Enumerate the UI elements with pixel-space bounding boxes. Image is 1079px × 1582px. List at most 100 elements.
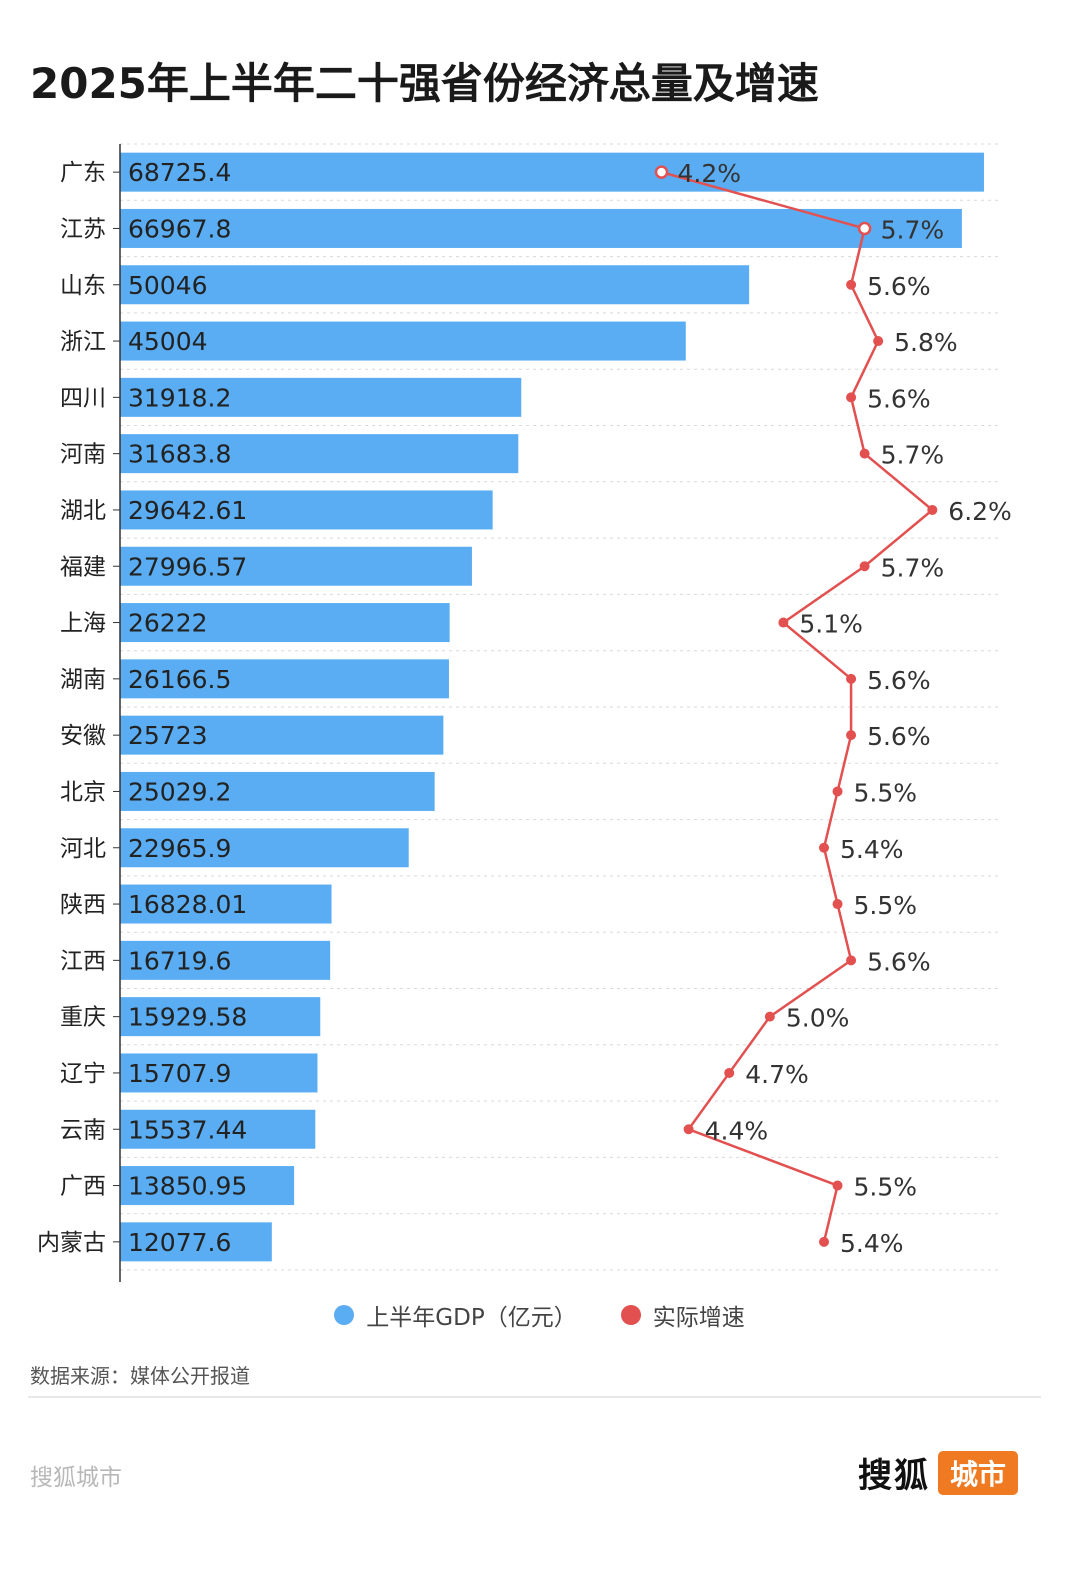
bar xyxy=(120,490,493,530)
growth-value-label: 5.6% xyxy=(867,666,931,695)
bar-value-label: 15929.58 xyxy=(128,1003,247,1032)
y-tick-label: 福建 xyxy=(60,554,106,580)
growth-point xyxy=(857,221,872,236)
growth-value-label: 4.4% xyxy=(705,1116,769,1145)
bar xyxy=(120,1109,316,1149)
bar-value-label: 29642.61 xyxy=(128,496,247,525)
growth-value-label: 5.8% xyxy=(894,328,958,357)
bar-value-label: 15707.9 xyxy=(128,1059,231,1088)
footer-divider xyxy=(28,1396,1041,1398)
bar xyxy=(120,884,332,924)
bar xyxy=(120,1166,295,1206)
bar-value-label: 26166.5 xyxy=(128,665,231,694)
bar-value-label: 45004 xyxy=(128,327,208,356)
growth-point xyxy=(927,504,938,515)
y-tick-label: 广西 xyxy=(60,1174,106,1200)
growth-value-label: 5.5% xyxy=(854,891,918,920)
y-tick-label: 陕西 xyxy=(60,892,106,918)
bar-value-label: 26222 xyxy=(128,609,208,638)
bar xyxy=(120,546,472,586)
bar-value-label: 27996.57 xyxy=(128,552,247,581)
y-tick-label: 重庆 xyxy=(60,1005,106,1031)
bar xyxy=(120,997,321,1037)
growth-point xyxy=(832,899,843,910)
y-tick-label: 内蒙古 xyxy=(37,1230,106,1256)
growth-value-label: 5.4% xyxy=(840,835,904,864)
legend-swatch-growth xyxy=(620,1305,641,1325)
growth-point xyxy=(832,1180,843,1191)
y-tick-label: 浙江 xyxy=(60,329,106,355)
y-tick-label: 河北 xyxy=(60,836,106,862)
growth-point xyxy=(846,279,857,290)
bar xyxy=(120,771,435,811)
bar-value-label: 68725.4 xyxy=(128,158,231,187)
legend-item-gdp[interactable]: 上半年GDP（亿元） xyxy=(334,1298,577,1332)
growth-value-label: 5.7% xyxy=(881,441,945,470)
legend-label-growth: 实际增速 xyxy=(652,1305,745,1331)
growth-value-label: 6.2% xyxy=(948,497,1012,526)
growth-point xyxy=(819,842,829,853)
bar-value-label: 22965.9 xyxy=(128,834,231,863)
bar xyxy=(120,603,450,643)
logo-tag: 城市 xyxy=(938,1450,1019,1495)
bar-value-label: 25723 xyxy=(128,721,208,750)
growth-value-label: 5.4% xyxy=(840,1229,904,1258)
bar xyxy=(120,208,962,248)
growth-point xyxy=(846,673,857,684)
y-tick-label: 江西 xyxy=(60,948,106,974)
growth-series-line xyxy=(661,170,935,1243)
bar xyxy=(120,377,522,417)
growth-point xyxy=(846,392,857,403)
growth-value-label: 5.6% xyxy=(867,722,931,751)
growth-point xyxy=(873,336,884,347)
bar-value-label: 16828.01 xyxy=(128,890,247,919)
bar xyxy=(120,940,331,980)
growth-value-label: 5.6% xyxy=(867,947,931,976)
y-tick-label: 辽宁 xyxy=(60,1061,106,1087)
growth-value-label: 4.2% xyxy=(678,159,742,188)
logo-main-text: 搜狐 xyxy=(858,1456,930,1496)
growth-point xyxy=(846,730,857,741)
growth-value-label: 5.5% xyxy=(854,778,918,807)
y-tick-label: 河南 xyxy=(60,442,106,468)
growth-point xyxy=(846,955,857,966)
growth-point xyxy=(683,1124,694,1135)
y-tick-label: 湖南 xyxy=(60,667,106,693)
bar-value-label: 13850.95 xyxy=(128,1172,247,1201)
chart-title: 2025年上半年二十强省份经济总量及增速 xyxy=(30,59,819,108)
bar-value-label: 15537.44 xyxy=(128,1115,247,1144)
sohu-city-logo: 搜狐 城市 xyxy=(858,1448,1019,1497)
bar xyxy=(120,659,449,699)
bar xyxy=(120,828,409,868)
legend: 上半年GDP（亿元） 实际增速 xyxy=(0,1298,1079,1332)
bar xyxy=(120,1222,272,1262)
growth-value-label: 5.6% xyxy=(867,384,931,413)
bar xyxy=(120,321,686,361)
growth-point xyxy=(819,1236,829,1247)
bar-value-label: 50046 xyxy=(128,271,208,300)
y-tick-label: 上海 xyxy=(60,611,106,637)
bar-value-label: 31918.2 xyxy=(128,383,231,412)
growth-value-label: 5.7% xyxy=(881,215,945,244)
growth-point xyxy=(832,786,843,797)
footer-brand-text: 搜狐城市 xyxy=(30,1465,122,1491)
growth-point xyxy=(764,1011,775,1022)
bar xyxy=(120,1053,318,1093)
legend-swatch-gdp xyxy=(334,1305,355,1325)
growth-point xyxy=(724,1067,735,1078)
growth-value-label: 5.5% xyxy=(854,1173,918,1202)
y-tick-label: 安徽 xyxy=(60,723,106,749)
growth-value-label: 5.0% xyxy=(786,1004,850,1033)
growth-value-label: 5.6% xyxy=(867,272,931,301)
legend-label-gdp: 上半年GDP（亿元） xyxy=(366,1305,577,1331)
legend-item-growth[interactable]: 实际增速 xyxy=(620,1298,745,1332)
growth-point xyxy=(859,448,870,459)
growth-value-label: 5.1% xyxy=(799,610,863,639)
y-tick-label: 湖北 xyxy=(60,498,106,524)
growth-point xyxy=(654,165,669,179)
bar xyxy=(120,152,984,192)
growth-point xyxy=(778,617,789,628)
bar xyxy=(120,434,519,474)
y-tick-label: 云南 xyxy=(60,1117,106,1143)
bar-value-label: 31683.8 xyxy=(128,440,231,469)
